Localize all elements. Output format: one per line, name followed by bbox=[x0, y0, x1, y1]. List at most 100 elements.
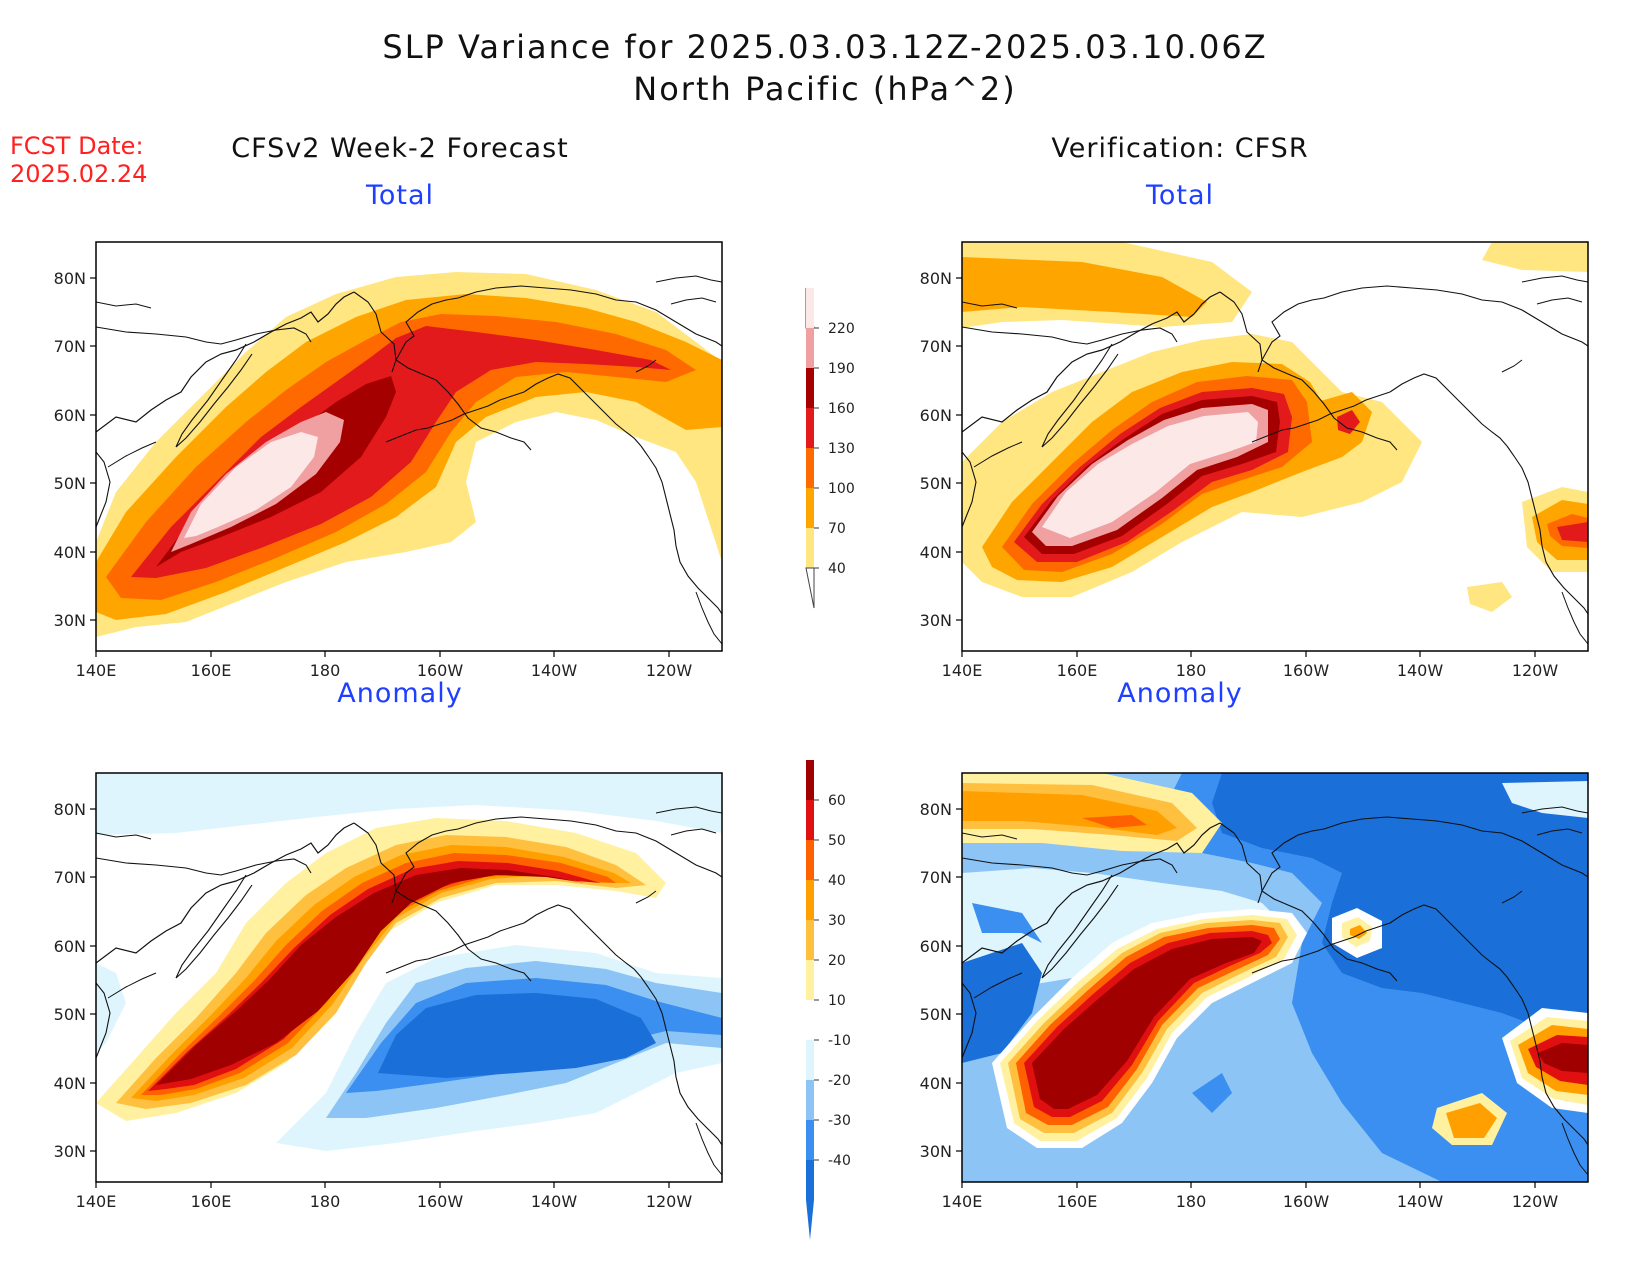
lon-tick-label: 160W bbox=[1283, 1192, 1330, 1211]
lon-tick-label: 140W bbox=[1397, 1192, 1444, 1211]
lat-tick-label: 40N bbox=[920, 543, 952, 562]
colorbar-level-label: 40 bbox=[828, 873, 846, 889]
lat-tick-label: 40N bbox=[54, 1074, 86, 1093]
panel-label-verification-anomaly: Anomaly bbox=[1117, 678, 1243, 709]
colorbar-level-label: 100 bbox=[828, 481, 855, 497]
colorbar-total: 220 190 160 130 100 70 40 bbox=[805, 287, 855, 609]
lon-tick-label: 180 bbox=[1176, 1192, 1207, 1211]
lat-tick-label: 30N bbox=[54, 611, 86, 630]
colorbar-level-label: 20 bbox=[828, 953, 846, 969]
lon-tick-label: 140W bbox=[531, 1192, 578, 1211]
colorbar-swatch bbox=[806, 1080, 814, 1120]
lon-tick-label: 140E bbox=[76, 1192, 117, 1211]
colorbar-level-label: -40 bbox=[828, 1153, 851, 1169]
lon-tick-label: 120W bbox=[646, 1192, 693, 1211]
colorbar-swatch bbox=[806, 840, 814, 880]
colorbar-swatch bbox=[806, 1120, 814, 1160]
lon-tick-label: 180 bbox=[1176, 661, 1207, 680]
panel-label-forecast-total: Total bbox=[365, 180, 435, 211]
colorbar-swatch bbox=[806, 368, 814, 408]
left-column-title: CFSv2 Week-2 Forecast bbox=[231, 133, 569, 164]
lon-tick-label: 120W bbox=[1512, 1192, 1559, 1211]
panel-label-verification-total: Total bbox=[1145, 180, 1215, 211]
lat-tick-label: 50N bbox=[54, 1005, 86, 1024]
lat-tick-label: 80N bbox=[54, 800, 86, 819]
right-column-title: Verification: CFSR bbox=[1051, 133, 1309, 164]
lon-tick-label: 140W bbox=[1397, 661, 1444, 680]
lon-tick-label: 160E bbox=[1057, 1192, 1098, 1211]
colorbar-anomaly: 60 50 40 30 20 10 -10 -20 -30 -40 bbox=[806, 760, 851, 1240]
lat-tick-label: 60N bbox=[920, 937, 952, 956]
colorbar-swatch bbox=[806, 880, 814, 920]
chart-title: SLP Variance for 2025.03.03.12Z-2025.03.… bbox=[382, 28, 1268, 66]
lat-tick-label: 70N bbox=[920, 868, 952, 887]
lat-tick-label: 30N bbox=[54, 1142, 86, 1161]
lon-tick-label: 120W bbox=[1512, 661, 1559, 680]
colorbar-swatch bbox=[806, 488, 814, 528]
lat-tick-label: 80N bbox=[920, 800, 952, 819]
axis-labels: 80N 70N 60N 50N 40N 30N 140E 160E 180 160W 140W 120… bbox=[54, 269, 1559, 1211]
lat-tick-label: 30N bbox=[920, 1142, 952, 1161]
colorbar-swatch bbox=[806, 1040, 814, 1080]
colorbar-swatch bbox=[806, 528, 814, 568]
lat-tick-label: 70N bbox=[920, 337, 952, 356]
colorbar-swatch bbox=[806, 448, 814, 488]
colorbar-level-label: 50 bbox=[828, 833, 846, 849]
colorbar-swatch bbox=[806, 800, 814, 840]
lon-tick-label: 160E bbox=[191, 661, 232, 680]
lat-tick-label: 60N bbox=[54, 406, 86, 425]
colorbar-level-label: 160 bbox=[828, 401, 855, 417]
colorbar-level-label: 60 bbox=[828, 793, 846, 809]
lat-tick-label: 70N bbox=[54, 868, 86, 887]
lat-tick-label: 80N bbox=[920, 269, 952, 288]
colorbar-swatch bbox=[806, 328, 814, 368]
lon-tick-label: 160W bbox=[1283, 661, 1330, 680]
lon-tick-label: 160E bbox=[191, 1192, 232, 1211]
map-verification-anomaly bbox=[955, 772, 1589, 1189]
map-forecast-anomaly bbox=[89, 772, 723, 1189]
colorbar-level-label: -20 bbox=[828, 1073, 851, 1089]
lon-tick-label: 140E bbox=[942, 661, 983, 680]
map-verification-total bbox=[955, 241, 1589, 658]
colorbar-level-label: 70 bbox=[828, 521, 846, 537]
map-forecast-total bbox=[89, 241, 723, 658]
colorbar-level-label: -10 bbox=[828, 1033, 851, 1049]
lat-tick-label: 50N bbox=[920, 474, 952, 493]
lon-tick-label: 140E bbox=[942, 1192, 983, 1211]
contour-220 bbox=[184, 432, 318, 538]
lat-tick-label: 60N bbox=[920, 406, 952, 425]
lat-tick-label: 50N bbox=[920, 1005, 952, 1024]
lat-tick-label: 40N bbox=[920, 1074, 952, 1093]
chart-subtitle: North Pacific (hPa^2) bbox=[633, 70, 1017, 108]
colorbar-swatch bbox=[806, 920, 814, 960]
colorbar-swatch bbox=[806, 288, 814, 328]
colorbar-swatch bbox=[806, 960, 814, 1000]
colorbar-level-label: 220 bbox=[828, 321, 855, 337]
colorbar-level-label: 130 bbox=[828, 441, 855, 457]
lon-tick-label: 120W bbox=[646, 661, 693, 680]
fcst-date-value: 2025.02.24 bbox=[10, 160, 148, 188]
lat-tick-label: 80N bbox=[54, 269, 86, 288]
lat-tick-label: 50N bbox=[54, 474, 86, 493]
lat-tick-label: 60N bbox=[54, 937, 86, 956]
colorbar-level-label: 40 bbox=[828, 561, 846, 577]
lon-tick-label: 140W bbox=[531, 661, 578, 680]
lon-tick-label: 180 bbox=[310, 1192, 341, 1211]
lon-tick-label: 180 bbox=[310, 661, 341, 680]
fcst-date-label: FCST Date: bbox=[10, 132, 144, 160]
lat-tick-label: 70N bbox=[54, 337, 86, 356]
lon-tick-label: 160E bbox=[1057, 661, 1098, 680]
lat-tick-label: 30N bbox=[920, 611, 952, 630]
colorbar-swatch bbox=[806, 1160, 814, 1200]
colorbar-level-label: 10 bbox=[828, 993, 846, 1009]
colorbar-level-label: 190 bbox=[828, 361, 855, 377]
colorbar-level-label: -30 bbox=[828, 1113, 851, 1129]
lon-tick-label: 160W bbox=[417, 1192, 464, 1211]
lon-tick-label: 160W bbox=[417, 661, 464, 680]
colorbar-swatch bbox=[806, 1000, 814, 1040]
colorbar-level-label: 30 bbox=[828, 913, 846, 929]
panel-label-forecast-anomaly: Anomaly bbox=[337, 678, 463, 709]
lon-tick-label: 140E bbox=[76, 661, 117, 680]
colorbar-swatch bbox=[806, 408, 814, 448]
